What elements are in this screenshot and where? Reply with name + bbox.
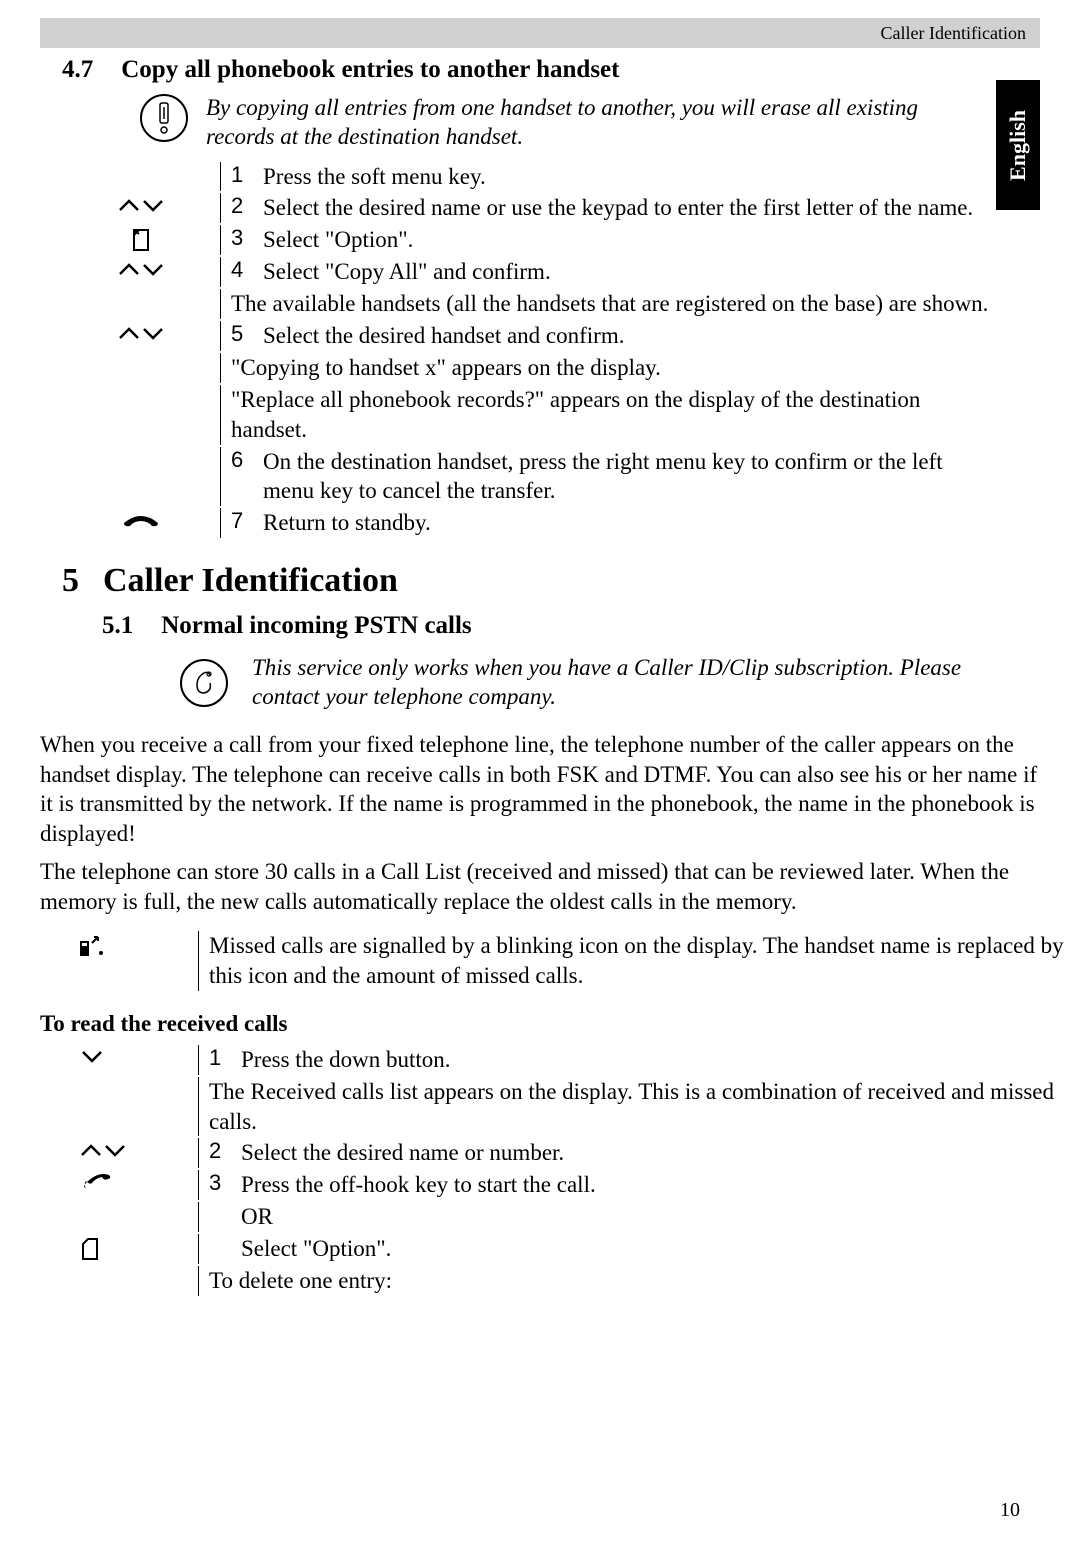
softkey-icon	[131, 228, 151, 252]
step-number: 2	[209, 1138, 231, 1164]
step-text: Return to standby.	[263, 508, 431, 538]
step-number: 4	[231, 257, 253, 283]
step-number: 3	[209, 1170, 231, 1196]
offhook-icon	[80, 1173, 114, 1193]
section-5-1-number: 5.1	[102, 612, 133, 640]
step-number: 7	[231, 508, 253, 534]
step-text: Press the down button.	[241, 1045, 451, 1075]
missed-calls-text: Missed calls are signalled by a blinking…	[198, 931, 1080, 991]
info-note-text: This service only works when you have a …	[252, 654, 990, 712]
section-5-heading: 5 Caller Identification	[62, 562, 990, 600]
header-bar: Caller Identification	[40, 18, 1040, 48]
up-down-icon	[80, 1141, 126, 1161]
header-section-title: Caller Identification	[881, 23, 1026, 44]
up-down-icon	[118, 196, 164, 216]
missed-calls-row: Missed calls are signalled by a blinking…	[0, 931, 1080, 991]
up-down-icon	[118, 324, 164, 344]
step-number: 1	[209, 1045, 231, 1071]
warning-icon	[140, 94, 188, 142]
info-note-row: This service only works when you have a …	[180, 654, 990, 712]
step-text: Press the off-hook key to start the call…	[241, 1170, 596, 1200]
step-text: Select "Copy All" and confirm.	[263, 257, 551, 287]
delete-text: To delete one entry:	[209, 1268, 392, 1293]
language-label: English	[1005, 110, 1031, 181]
step-text: Select "Option".	[263, 225, 413, 255]
option-text: Select "Option".	[209, 1236, 391, 1261]
info-text: The available handsets (all the handsets…	[231, 291, 988, 316]
step-number: 2	[231, 193, 253, 219]
info-text: "Replace all phonebook records?" appears…	[231, 387, 920, 442]
step-number: 6	[231, 447, 253, 473]
info-icon	[180, 659, 228, 707]
step-text: Select the desired name or number.	[241, 1138, 564, 1168]
up-down-icon	[118, 260, 164, 280]
section-5-title: Caller Identification	[103, 562, 398, 600]
section-4-7-title: Copy all phonebook entries to another ha…	[121, 56, 619, 84]
section-5-1-title: Normal incoming PSTN calls	[161, 612, 471, 640]
hangup-icon	[120, 511, 162, 529]
step-number: 5	[231, 321, 253, 347]
softkey-icon	[80, 1237, 100, 1261]
warning-note-row: By copying all entries from one handset …	[140, 94, 990, 152]
read-calls-heading: To read the received calls	[40, 1011, 1080, 1037]
page-number: 10	[1000, 1499, 1020, 1522]
down-icon	[80, 1048, 104, 1064]
info-text: "Copying to handset x" appears on the di…	[231, 355, 661, 380]
info-text: The Received calls list appears on the d…	[209, 1079, 1054, 1134]
section-4-7-heading: 4.7 Copy all phonebook entries to anothe…	[62, 56, 990, 84]
section-5-number: 5	[62, 562, 79, 600]
step-text: On the destination handset, press the ri…	[263, 447, 990, 507]
section-4-7-number: 4.7	[62, 56, 93, 84]
body-paragraph-1: When you receive a call from your fixed …	[40, 730, 1040, 850]
step-number: 3	[231, 225, 253, 251]
step-text: Select the desired name or use the keypa…	[263, 193, 973, 223]
body-paragraph-2: The telephone can store 30 calls in a Ca…	[40, 857, 1040, 917]
section-5-1-heading: 5.1 Normal incoming PSTN calls	[102, 612, 990, 640]
language-tab: English	[996, 80, 1040, 210]
warning-text: By copying all entries from one handset …	[206, 94, 990, 152]
step-text: Select the desired handset and confirm.	[263, 321, 625, 351]
step-text: Press the soft menu key.	[263, 162, 486, 192]
or-text: OR	[209, 1204, 273, 1229]
missed-call-icon	[78, 935, 106, 959]
step-number: 1	[231, 162, 253, 188]
